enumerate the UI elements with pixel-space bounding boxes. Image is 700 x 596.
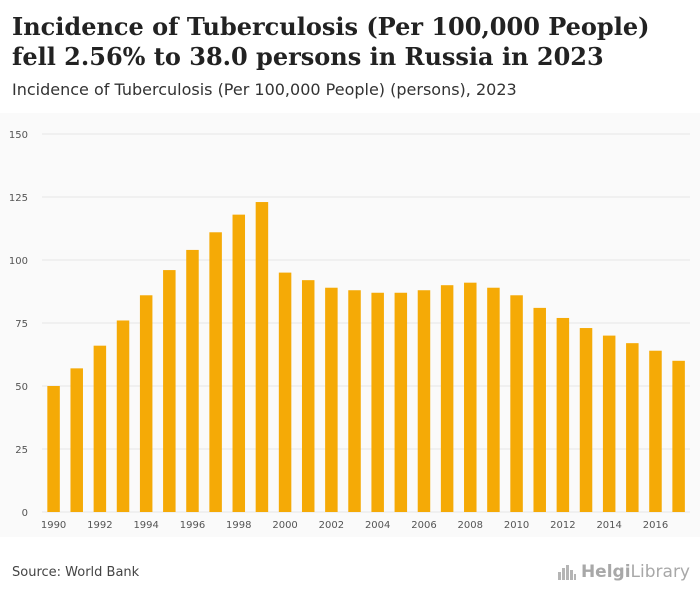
bar-chart: 0 25 50 75 100 125 150 1990 1992 1994 1996 1998 2000… bbox=[9, 130, 690, 531]
x-tick-label: 1990 bbox=[41, 520, 66, 531]
x-tick-label: 1992 bbox=[87, 520, 112, 531]
bar bbox=[255, 202, 269, 512]
x-tick-label: 2000 bbox=[272, 520, 297, 531]
x-tick-label: 2014 bbox=[596, 520, 621, 531]
x-tick-label: 2006 bbox=[411, 520, 436, 531]
bar bbox=[186, 249, 199, 513]
bar bbox=[626, 343, 639, 512]
y-tick-label: 150 bbox=[9, 130, 28, 141]
bar bbox=[325, 287, 338, 512]
bar bbox=[417, 290, 431, 512]
bar bbox=[672, 360, 685, 512]
bar bbox=[301, 280, 315, 512]
bar bbox=[348, 290, 361, 512]
x-tick-label: 2010 bbox=[504, 520, 529, 531]
bar bbox=[487, 287, 500, 512]
y-tick-label: 25 bbox=[15, 445, 28, 456]
bar bbox=[70, 368, 83, 512]
bar bbox=[163, 270, 176, 512]
city-skyline-icon bbox=[557, 565, 576, 580]
bar bbox=[510, 295, 523, 512]
y-tick-label: 0 bbox=[22, 508, 28, 519]
bar bbox=[278, 272, 292, 512]
x-tick-label: 2008 bbox=[458, 520, 483, 531]
x-tick-label: 1998 bbox=[226, 520, 251, 531]
x-tick-label: 1994 bbox=[133, 520, 158, 531]
chart-area: 0 25 50 75 100 125 150 1990 1992 1994 1996 1998 2000… bbox=[0, 113, 700, 537]
source-note: Source: World Bank bbox=[12, 565, 140, 580]
x-tick-label: 2002 bbox=[319, 520, 344, 531]
bar bbox=[394, 292, 408, 512]
bar bbox=[47, 386, 60, 512]
chart-title: Incidence of Tuberculosis (Per 100,000 P… bbox=[12, 12, 650, 71]
x-tick-label: 2012 bbox=[550, 520, 575, 531]
bar bbox=[649, 350, 662, 512]
helgi-library-logo: HelgiLibrary bbox=[557, 562, 690, 582]
bar bbox=[556, 317, 570, 512]
x-tick-label: 2004 bbox=[365, 520, 390, 531]
bar bbox=[93, 345, 107, 512]
bar bbox=[602, 335, 616, 512]
bar bbox=[232, 214, 246, 512]
bar bbox=[533, 307, 546, 512]
bar bbox=[579, 328, 593, 512]
bar bbox=[139, 295, 153, 512]
bar bbox=[464, 282, 477, 512]
y-tick-label: 125 bbox=[9, 193, 28, 204]
logo-light-text: Library bbox=[630, 562, 690, 582]
bar bbox=[371, 292, 384, 512]
y-tick-label: 75 bbox=[15, 319, 28, 330]
logo-text: HelgiLibrary bbox=[581, 562, 690, 582]
x-tick-label: 2016 bbox=[643, 520, 668, 531]
bar bbox=[440, 285, 454, 512]
bar bbox=[209, 232, 222, 512]
logo-bold-text: Helgi bbox=[580, 562, 631, 582]
bar bbox=[116, 320, 130, 512]
y-tick-label: 50 bbox=[15, 382, 28, 393]
x-tick-label: 1996 bbox=[180, 520, 205, 531]
chart-subtitle: Incidence of Tuberculosis (Per 100,000 P… bbox=[12, 80, 517, 99]
y-tick-label: 100 bbox=[9, 256, 28, 267]
